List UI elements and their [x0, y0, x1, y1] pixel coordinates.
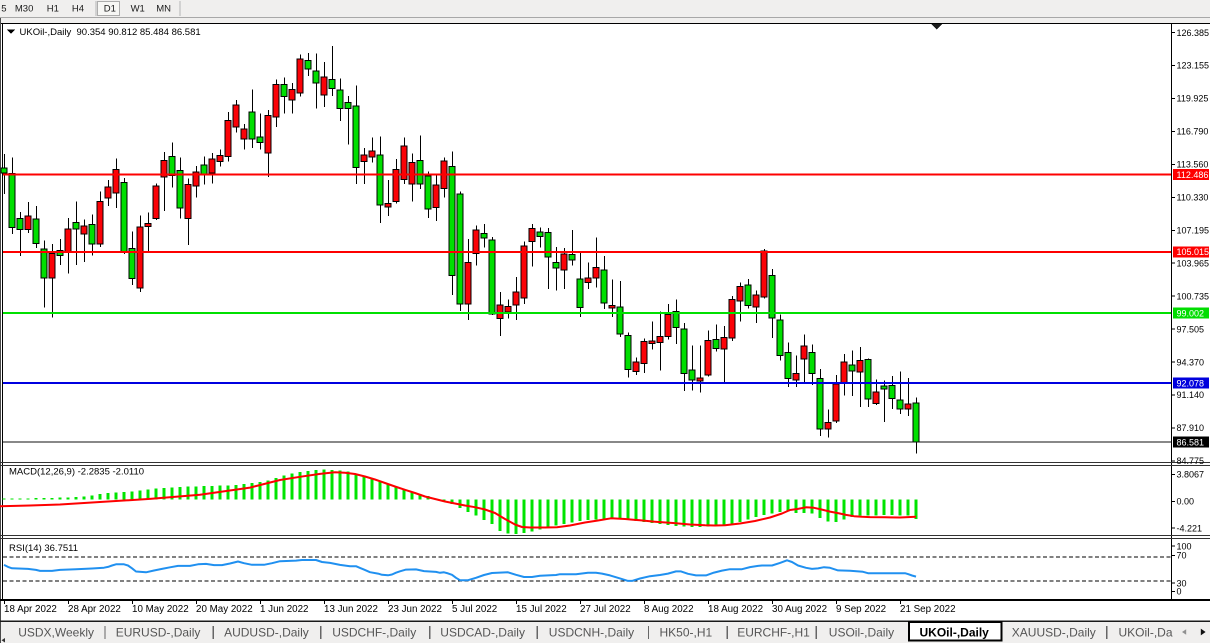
svg-text:30: 30 [1177, 578, 1187, 588]
svg-text:112.486: 112.486 [1177, 170, 1209, 180]
svg-text:28 Apr 2022: 28 Apr 2022 [68, 604, 121, 615]
svg-text:1 Jun 2022: 1 Jun 2022 [260, 604, 308, 615]
svg-text:116.790: 116.790 [1177, 127, 1209, 137]
svg-text:92.078: 92.078 [1177, 378, 1205, 388]
svg-text:UKOil-,Da: UKOil-,Da [1119, 625, 1173, 639]
svg-text:0: 0 [1177, 587, 1182, 597]
svg-text:23 Jun 2022: 23 Jun 2022 [388, 604, 442, 615]
svg-text:20 May 2022: 20 May 2022 [196, 604, 253, 615]
svg-text:MN: MN [156, 3, 171, 14]
svg-text:UKOil-,Daily: UKOil-,Daily [920, 625, 990, 639]
svg-text:5 Jul 2022: 5 Jul 2022 [452, 604, 497, 615]
svg-text:27 Jul 2022: 27 Jul 2022 [580, 604, 631, 615]
svg-text:107.195: 107.195 [1177, 226, 1210, 236]
svg-text:15 Jul 2022: 15 Jul 2022 [516, 604, 567, 615]
svg-text:W1: W1 [131, 3, 145, 14]
svg-text:84.775: 84.775 [1177, 456, 1205, 466]
svg-text:18 Apr 2022: 18 Apr 2022 [4, 604, 57, 615]
svg-text:5: 5 [1, 3, 6, 14]
svg-text:USDCAD-,Daily: USDCAD-,Daily [440, 625, 525, 639]
svg-text:100: 100 [1177, 541, 1192, 551]
svg-text:113.560: 113.560 [1177, 160, 1209, 170]
svg-text:9 Sep 2022: 9 Sep 2022 [836, 604, 886, 615]
svg-text:EURCHF-,H1: EURCHF-,H1 [737, 625, 810, 639]
svg-text:XAUUSD-,Daily: XAUUSD-,Daily [1012, 625, 1096, 639]
svg-text:18 Aug 2022: 18 Aug 2022 [708, 604, 763, 615]
svg-text:UKOil-,Daily 90.354 90.812 85: UKOil-,Daily 90.354 90.812 85.484 86.581 [20, 27, 201, 38]
svg-text:119.925: 119.925 [1177, 94, 1209, 104]
svg-text:RSI(14) 36.7511: RSI(14) 36.7511 [9, 543, 78, 554]
svg-text:USOil-,Daily: USOil-,Daily [829, 625, 894, 639]
svg-text:D1: D1 [104, 3, 116, 14]
svg-text:3.8067: 3.8067 [1177, 470, 1205, 480]
svg-text:86.581: 86.581 [1177, 437, 1205, 447]
svg-text:126.385: 126.385 [1177, 28, 1210, 38]
svg-text:105.015: 105.015 [1177, 247, 1210, 257]
svg-text:91.140: 91.140 [1177, 390, 1205, 400]
svg-text:110.330: 110.330 [1177, 193, 1209, 203]
svg-text:0.00: 0.00 [1177, 497, 1195, 507]
svg-text:H4: H4 [72, 3, 84, 14]
svg-text:70: 70 [1177, 551, 1187, 561]
svg-text:USDCHF-,Daily: USDCHF-,Daily [332, 625, 416, 639]
svg-text:HK50-,H1: HK50-,H1 [660, 625, 713, 639]
svg-text:100.735: 100.735 [1177, 291, 1210, 301]
svg-text:USDCNH-,Daily: USDCNH-,Daily [549, 625, 634, 639]
svg-text:M30: M30 [15, 3, 33, 14]
svg-text:13 Jun 2022: 13 Jun 2022 [324, 604, 378, 615]
svg-text:87.910: 87.910 [1177, 423, 1205, 433]
svg-text:97.505: 97.505 [1177, 324, 1205, 334]
svg-text:94.370: 94.370 [1177, 357, 1205, 367]
svg-text:21 Sep 2022: 21 Sep 2022 [900, 604, 956, 615]
svg-text:123.155: 123.155 [1177, 61, 1210, 71]
svg-text:USDX,Weekly: USDX,Weekly [18, 625, 94, 639]
svg-text:EURUSD-,Daily: EURUSD-,Daily [116, 625, 201, 639]
svg-text:AUDUSD-,Daily: AUDUSD-,Daily [224, 625, 309, 639]
svg-text:-4.221: -4.221 [1177, 523, 1203, 533]
svg-text:30 Aug 2022: 30 Aug 2022 [772, 604, 827, 615]
svg-text:10 May 2022: 10 May 2022 [132, 604, 189, 615]
svg-text:103.965: 103.965 [1177, 258, 1210, 268]
svg-text:H1: H1 [47, 3, 59, 14]
svg-text:MACD(12,26,9) -2.2835 -2.0110: MACD(12,26,9) -2.2835 -2.0110 [9, 467, 144, 478]
svg-text:8 Aug 2022: 8 Aug 2022 [644, 604, 694, 615]
svg-text:99.002: 99.002 [1177, 308, 1205, 318]
